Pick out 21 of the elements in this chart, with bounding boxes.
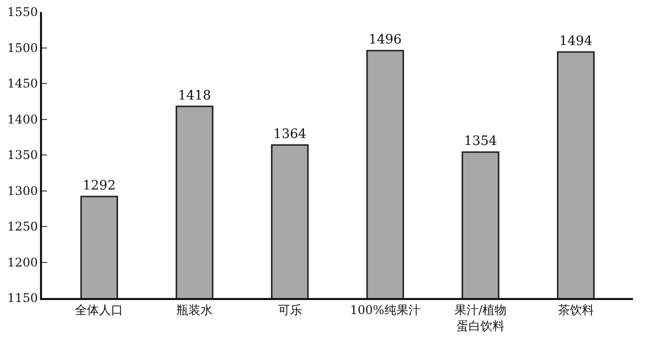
x-tick-label: 果汁/植物蛋白饮料 [454, 303, 507, 333]
x-tick-label: 100%纯果汁 [350, 303, 420, 318]
y-tick-label: 1300 [7, 184, 38, 198]
y-tick-label: 1450 [7, 76, 38, 91]
y-tick-label: 1250 [7, 220, 38, 234]
x-tick-label: 全体人口 [75, 303, 124, 318]
data-label: 1496 [368, 32, 402, 48]
y-tick-label: 1350 [7, 148, 38, 162]
y-tick-label: 1400 [7, 112, 38, 126]
data-label: 1364 [273, 126, 306, 142]
data-label: 1292 [82, 178, 116, 194]
y-tick-label: 1200 [7, 255, 38, 270]
x-tick-label: 茶饮料 [558, 303, 594, 318]
data-label: 1418 [178, 88, 212, 104]
y-tick-label: 1500 [7, 40, 38, 55]
data-label: 1354 [464, 134, 498, 150]
x-tick-label: 瓶装水 [176, 303, 213, 318]
y-tick-label: 1150 [7, 291, 38, 306]
x-tick-label: 可乐 [278, 303, 302, 318]
y-tick-label: 1550 [7, 5, 38, 20]
data-label: 1494 [559, 34, 592, 50]
